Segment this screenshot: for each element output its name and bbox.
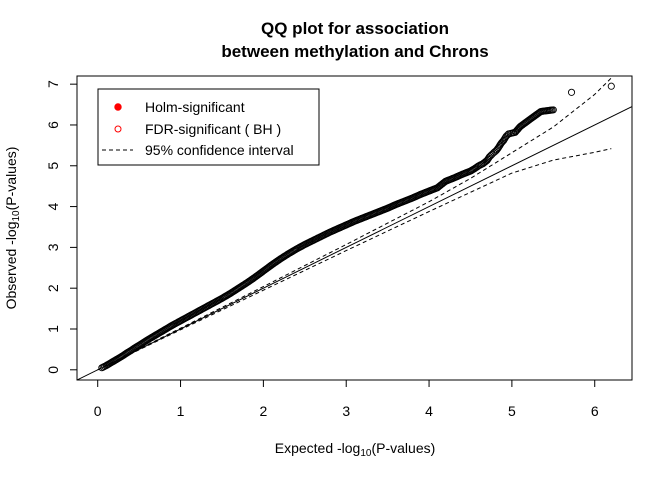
data-point <box>499 137 507 145</box>
chart-title-line-1: QQ plot for association <box>261 19 449 38</box>
lower-ci-line <box>97 148 612 371</box>
axes: 0 1 2 3 4 5 6 0 1 2 3 4 5 6 7 <box>45 80 599 419</box>
y-axis-label: Observed -log10(P-values) <box>3 147 22 310</box>
upper-ci-line <box>97 77 612 371</box>
legend-marker-holm <box>114 103 122 111</box>
x-axis-label: Expected -log10(P-values) <box>275 440 436 459</box>
y-tick-label: 7 <box>45 80 61 88</box>
x-tick-label: 6 <box>591 403 599 419</box>
y-tick-label: 6 <box>45 121 61 129</box>
plot-area <box>77 77 632 380</box>
plot-frame <box>76 75 633 381</box>
legend-label-ci: 95% confidence interval <box>145 142 294 158</box>
data-point <box>493 146 501 154</box>
data-point <box>485 153 494 161</box>
y-tick-label: 0 <box>45 366 61 374</box>
chart-title-line-2: between methylation and Chrons <box>221 42 488 61</box>
x-tick-label: 0 <box>94 403 102 419</box>
y-tick-label: 4 <box>45 202 61 210</box>
data-point <box>549 106 557 114</box>
data-point <box>567 88 576 96</box>
data-point <box>607 82 615 90</box>
legend-label-holm: Holm-significant <box>145 99 245 115</box>
y-tick-label: 3 <box>45 243 61 251</box>
plot-marks <box>77 77 632 380</box>
y-tick-label: 5 <box>45 162 61 170</box>
x-tick-label: 1 <box>177 403 185 419</box>
y-tick-label: 1 <box>45 325 61 333</box>
x-tick-label: 5 <box>508 403 516 419</box>
x-tick-label: 2 <box>259 403 267 419</box>
x-tick-label: 4 <box>425 403 433 419</box>
legend-marker-fdr <box>114 125 122 133</box>
legend-box <box>97 88 320 166</box>
y-tick-label: 2 <box>45 284 61 292</box>
legend-label-fdr: FDR-significant ( BH ) <box>145 121 281 137</box>
legend: Holm-significant FDR-significant ( BH ) … <box>97 88 320 166</box>
x-tick-label: 3 <box>342 403 350 419</box>
reference-line <box>77 106 632 380</box>
